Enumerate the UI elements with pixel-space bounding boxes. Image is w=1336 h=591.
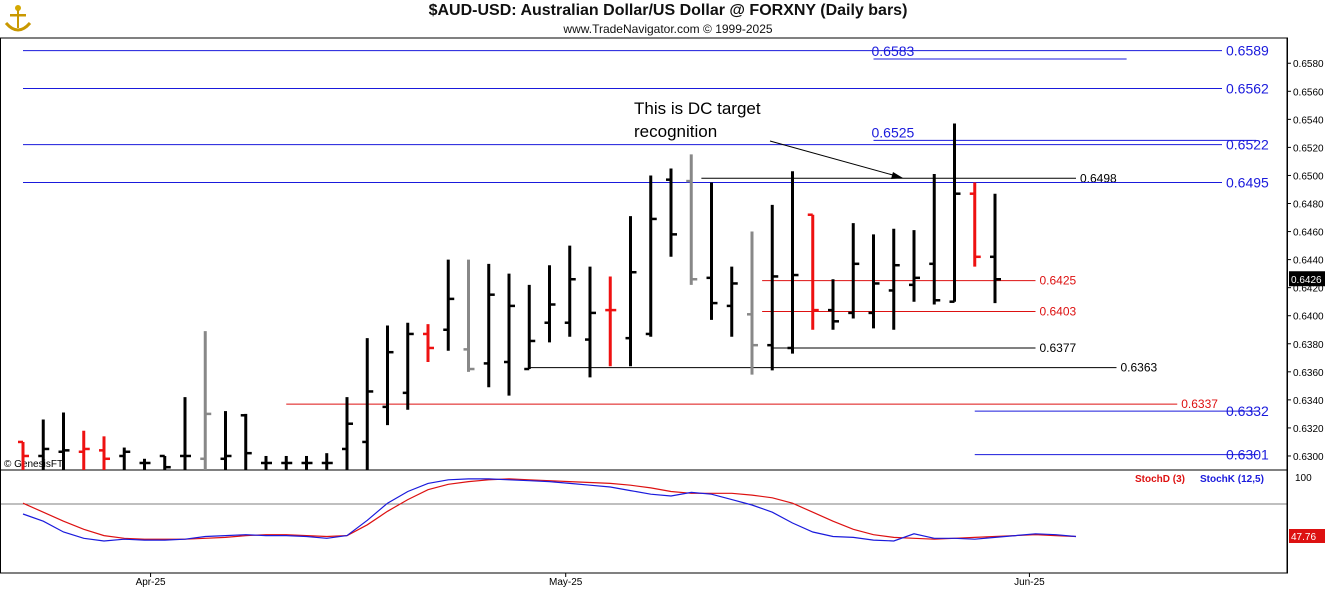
stoch-value-box	[1289, 529, 1325, 543]
stochastic-panel: StochD (3) StochK (12,5) 100 47.76	[22, 473, 1325, 543]
price-tick-label: 0.6380	[1293, 340, 1324, 351]
level-label: 0.6425	[1040, 274, 1077, 288]
annotation-text: recognition	[634, 122, 717, 141]
price-tick-label: 0.6460	[1293, 228, 1324, 239]
annotation: This is DC target recognition	[634, 99, 903, 179]
price-tick-label: 0.6360	[1293, 368, 1324, 379]
stochD-legend: StochD (3)	[1135, 474, 1185, 485]
price-tick-label: 0.6520	[1293, 143, 1324, 154]
date-axis: Apr-25 May-25 Jun-25	[136, 573, 1045, 588]
last-price-label: 0.6426	[1291, 275, 1322, 286]
level-label: 0.6332	[1226, 403, 1269, 419]
annotation-arrow	[769, 140, 901, 178]
annotation-text: This is DC target	[634, 99, 761, 118]
level-label: 0.6403	[1040, 305, 1077, 319]
stochK-legend: StochK (12,5)	[1200, 474, 1264, 485]
logo-icon	[3, 3, 33, 40]
annotation-arrowhead	[891, 172, 903, 179]
level-label: 0.6301	[1226, 447, 1269, 463]
date-label: Jun-25	[1014, 577, 1045, 588]
price-bars	[18, 123, 1001, 470]
chart-frame: © GenesisFT	[0, 37, 1288, 574]
watermark: © GenesisFT	[4, 459, 63, 470]
price-tick-label: 0.6400	[1293, 312, 1324, 323]
price-tick-label: 0.6500	[1293, 171, 1324, 182]
level-label: 0.6337	[1181, 397, 1218, 411]
level-label: 0.6583	[872, 43, 915, 59]
chart-title: $AUD-USD: Australian Dollar/US Dollar @ …	[428, 2, 908, 19]
price-tick-label: 0.6560	[1293, 87, 1324, 98]
stochK-line	[22, 478, 1077, 542]
last-price-box	[1289, 271, 1325, 287]
level-label: 0.6498	[1080, 171, 1117, 185]
stochD-line	[22, 478, 1077, 540]
stoch-value-label: 47.76	[1291, 532, 1316, 543]
price-tick-label: 0.6300	[1293, 452, 1324, 463]
price-tick-label: 0.6580	[1293, 59, 1324, 70]
level-label: 0.6525	[872, 124, 915, 140]
level-label: 0.6377	[1040, 341, 1077, 355]
price-axis: 0.6300 0.6320 0.6340 0.6360 0.6380 0.6400 0.64…	[1287, 59, 1325, 463]
level-label: 0.6522	[1226, 137, 1269, 153]
price-tick-label: 0.6340	[1293, 396, 1324, 407]
level-label: 0.6589	[1226, 43, 1269, 59]
price-tick-label: 0.6540	[1293, 115, 1324, 126]
price-tick-label: 0.6440	[1293, 256, 1324, 267]
price-tick-label: 0.6420	[1293, 284, 1324, 295]
level-lines: 0.6589 0.6583 0.6562 0.6525 0.6522 0.6498 0.64…	[23, 43, 1269, 463]
date-label: Apr-25	[136, 577, 166, 588]
price-tick-label: 0.6320	[1293, 424, 1324, 435]
stoch-axis-label: 100	[1295, 473, 1312, 484]
date-label: May-25	[549, 577, 583, 588]
price-tick-label: 0.6480	[1293, 200, 1324, 211]
level-label: 0.6363	[1121, 361, 1158, 375]
level-label: 0.6495	[1226, 174, 1269, 190]
level-label: 0.6562	[1226, 80, 1269, 96]
chart-subtitle: www.TradeNavigator.com © 1999-2025	[563, 22, 773, 36]
